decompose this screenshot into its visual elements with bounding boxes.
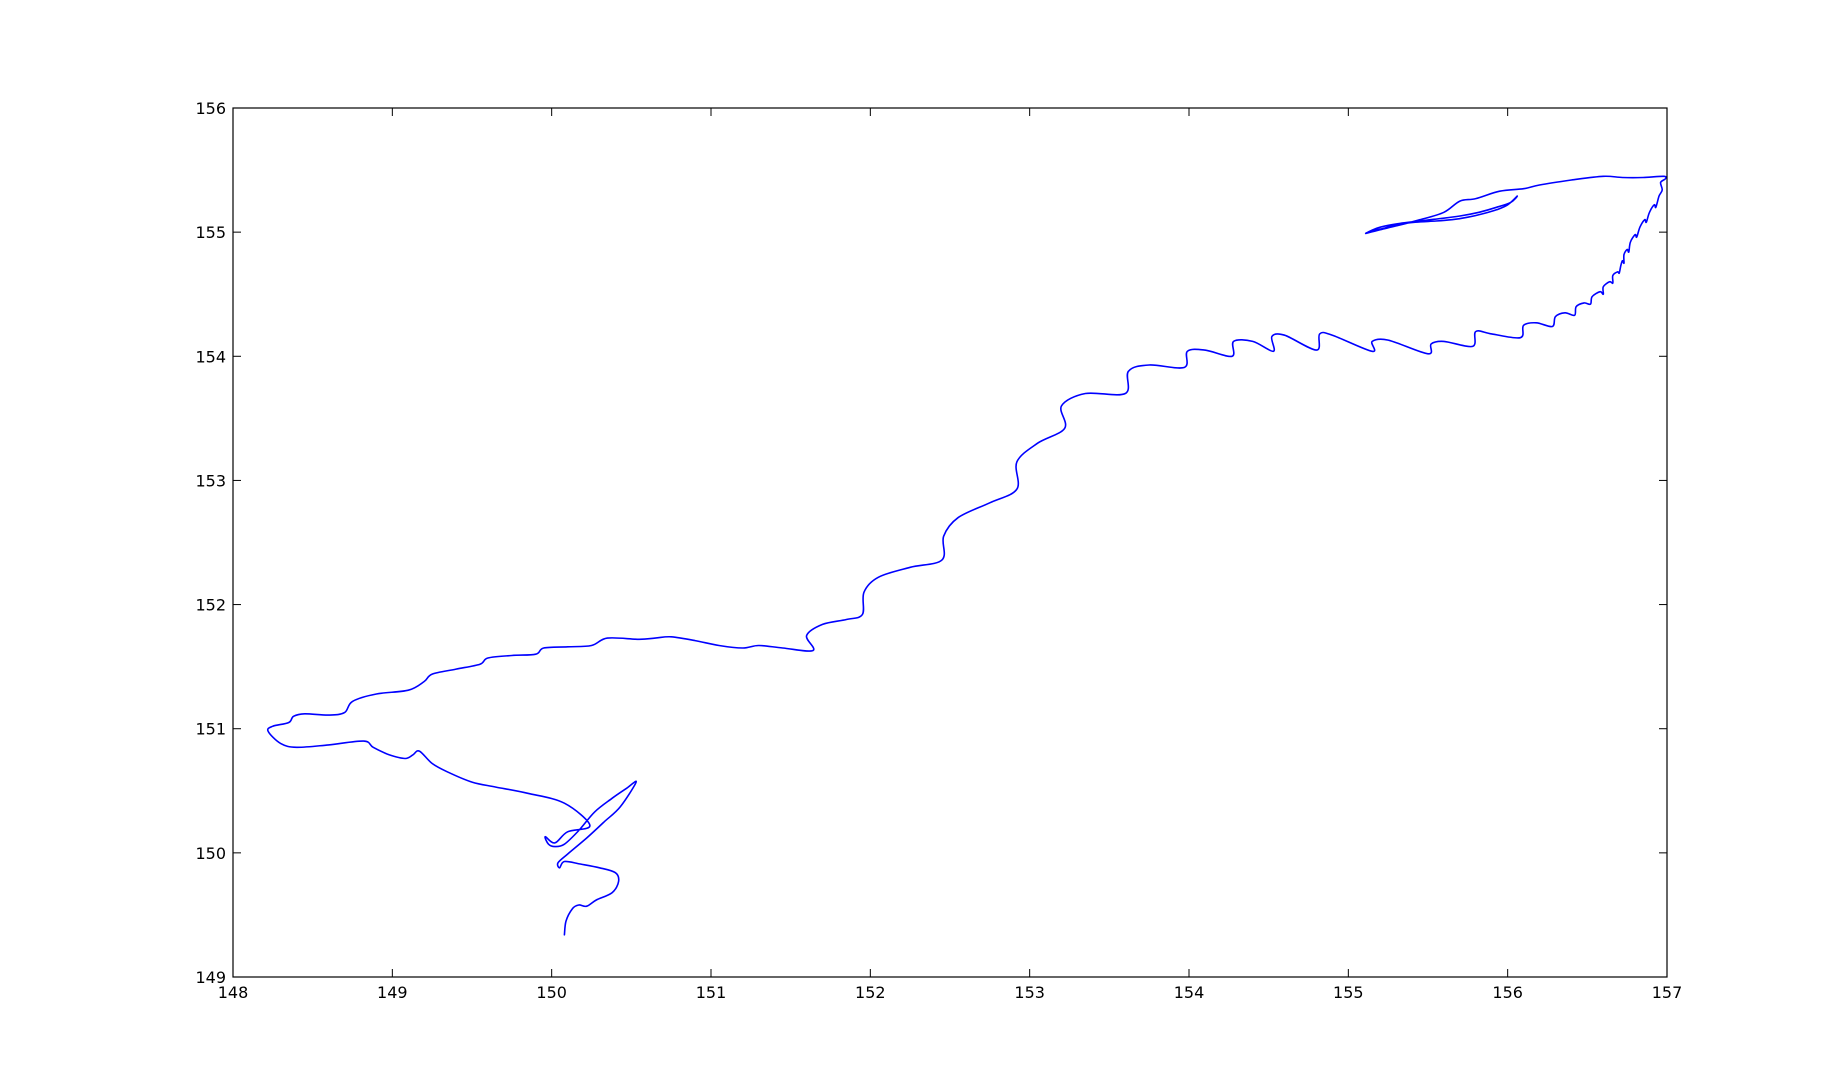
- x-tick-label: 149: [377, 983, 408, 1002]
- y-tick-label: 149: [195, 968, 226, 987]
- y-tick-label: 155: [195, 223, 226, 242]
- series-line: [266, 175, 1667, 936]
- x-tick-labels: 148 149 150 151 152 153 154 155 156 157: [218, 983, 1683, 1002]
- x-tick-label: 154: [1174, 983, 1205, 1002]
- x-tick-label: 152: [855, 983, 886, 1002]
- y-tick-label: 154: [195, 347, 226, 366]
- y-tick-label: 153: [195, 471, 226, 490]
- x-tick-label: 156: [1492, 983, 1523, 1002]
- x-tick-label: 155: [1333, 983, 1364, 1002]
- y-tick-labels: 149 150 151 152 153 154 155 156: [195, 99, 226, 987]
- x-tick-label: 153: [1014, 983, 1045, 1002]
- x-tick-label: 148: [218, 983, 249, 1002]
- y-tick-label: 156: [195, 99, 226, 118]
- x-tick-label: 151: [696, 983, 727, 1002]
- plot-frame: [232, 107, 1668, 978]
- y-tick-label: 151: [195, 720, 226, 739]
- x-tick-label: 150: [536, 983, 567, 1002]
- y-tick-label: 150: [195, 844, 226, 863]
- tick-marks: [232, 107, 1668, 978]
- x-tick-label: 157: [1652, 983, 1683, 1002]
- y-tick-label: 152: [195, 596, 226, 615]
